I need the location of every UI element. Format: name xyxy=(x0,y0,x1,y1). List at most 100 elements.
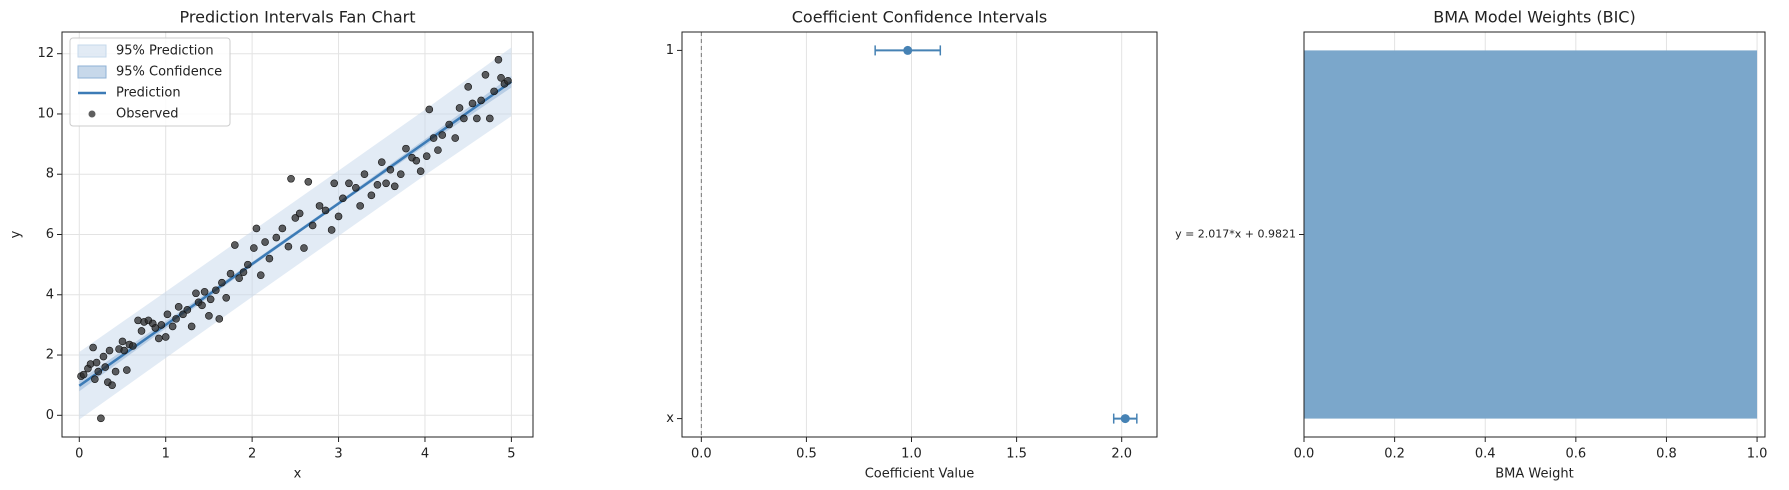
legend-label: Prediction xyxy=(116,86,181,101)
x-tick-label: 4 xyxy=(421,447,429,462)
point xyxy=(352,183,360,192)
x-tick-label: 2 xyxy=(248,447,256,462)
point xyxy=(215,315,224,323)
point xyxy=(497,74,505,82)
y-tick-label: 4 xyxy=(46,287,54,302)
x-tick-label: 1.5 xyxy=(1006,447,1027,462)
legend-label: Observed xyxy=(116,107,179,122)
point xyxy=(239,268,248,276)
point xyxy=(183,306,192,314)
point xyxy=(373,180,382,189)
x-tick-label: 5 xyxy=(507,447,515,462)
point xyxy=(161,333,170,341)
plot-frame xyxy=(61,31,534,438)
point xyxy=(99,352,108,361)
point xyxy=(157,321,166,329)
y-tick-label: 8 xyxy=(46,167,54,182)
point xyxy=(1120,414,1130,424)
point xyxy=(315,202,324,210)
point xyxy=(425,105,434,114)
point xyxy=(464,83,472,91)
legend-swatch xyxy=(77,65,107,79)
point xyxy=(123,366,131,374)
point xyxy=(79,370,88,379)
x-tick-label: 0.2 xyxy=(1384,447,1405,462)
legend-swatch xyxy=(77,44,107,58)
point xyxy=(97,414,105,423)
point xyxy=(168,322,177,331)
point xyxy=(445,120,453,129)
point xyxy=(429,134,438,142)
line xyxy=(78,80,513,387)
point xyxy=(304,177,313,186)
point xyxy=(477,96,485,105)
plot-frame xyxy=(681,31,1158,438)
point xyxy=(118,337,127,346)
point xyxy=(212,286,220,295)
chart-title: BMA Model Weights (BIC) xyxy=(1433,8,1635,27)
point xyxy=(129,342,137,350)
point xyxy=(481,70,490,79)
point xyxy=(244,260,252,269)
point xyxy=(402,144,410,153)
y-tick-label: 1 xyxy=(666,43,674,58)
point xyxy=(345,179,353,188)
x-tick-label: 1 xyxy=(162,447,170,462)
legend-label: 95% Confidence xyxy=(116,65,222,80)
point xyxy=(356,202,364,210)
point xyxy=(451,134,460,142)
point xyxy=(455,104,464,112)
point xyxy=(334,212,343,221)
plot-frame xyxy=(1303,31,1766,438)
point xyxy=(172,315,180,323)
x-tick-label: 1.0 xyxy=(1747,447,1768,462)
x-axis-label: BMA Weight xyxy=(1495,467,1573,482)
x-tick-label: 0.0 xyxy=(691,447,712,462)
panel: Coefficient Confidence Intervals Coeffici… xyxy=(666,8,1158,482)
x-axis-label: x xyxy=(294,467,302,482)
y-tick-label: 2 xyxy=(46,348,54,363)
x-axis-label: Coefficient Value xyxy=(865,467,975,482)
point xyxy=(485,114,494,123)
point xyxy=(416,167,425,176)
point xyxy=(396,170,405,179)
point xyxy=(163,310,172,319)
point xyxy=(300,244,308,252)
y-tick-label: 6 xyxy=(46,227,54,242)
point xyxy=(321,206,330,215)
point xyxy=(327,226,336,234)
point xyxy=(151,324,160,332)
point xyxy=(434,146,442,154)
point xyxy=(438,131,447,139)
point xyxy=(330,179,339,188)
y-tick-label: 12 xyxy=(37,46,54,61)
point xyxy=(278,224,287,233)
point xyxy=(137,327,146,335)
x-tick-label: 0.6 xyxy=(1565,447,1586,462)
point xyxy=(252,224,261,233)
point xyxy=(504,77,512,85)
x-tick-label: 0 xyxy=(75,447,83,462)
point xyxy=(468,99,477,108)
point xyxy=(412,156,421,165)
point xyxy=(206,295,215,304)
point xyxy=(154,334,163,343)
point xyxy=(256,271,265,279)
point xyxy=(460,114,468,123)
chart-title: Prediction Intervals Fan Chart xyxy=(180,8,416,27)
point xyxy=(187,322,196,331)
point xyxy=(226,269,235,278)
point xyxy=(903,45,913,55)
point xyxy=(494,55,503,64)
point xyxy=(377,158,386,166)
point xyxy=(308,221,317,230)
panel: BMA Model Weights (BIC) BMA Weight 0.0 0.2 0… xyxy=(1175,8,1767,482)
x-tick-label: 0.5 xyxy=(796,447,817,462)
x-tick-label: 0.8 xyxy=(1656,447,1677,462)
point xyxy=(287,174,295,183)
point xyxy=(490,87,498,96)
point xyxy=(382,179,390,188)
x-tick-label: 1.0 xyxy=(901,447,922,462)
point xyxy=(360,170,369,179)
